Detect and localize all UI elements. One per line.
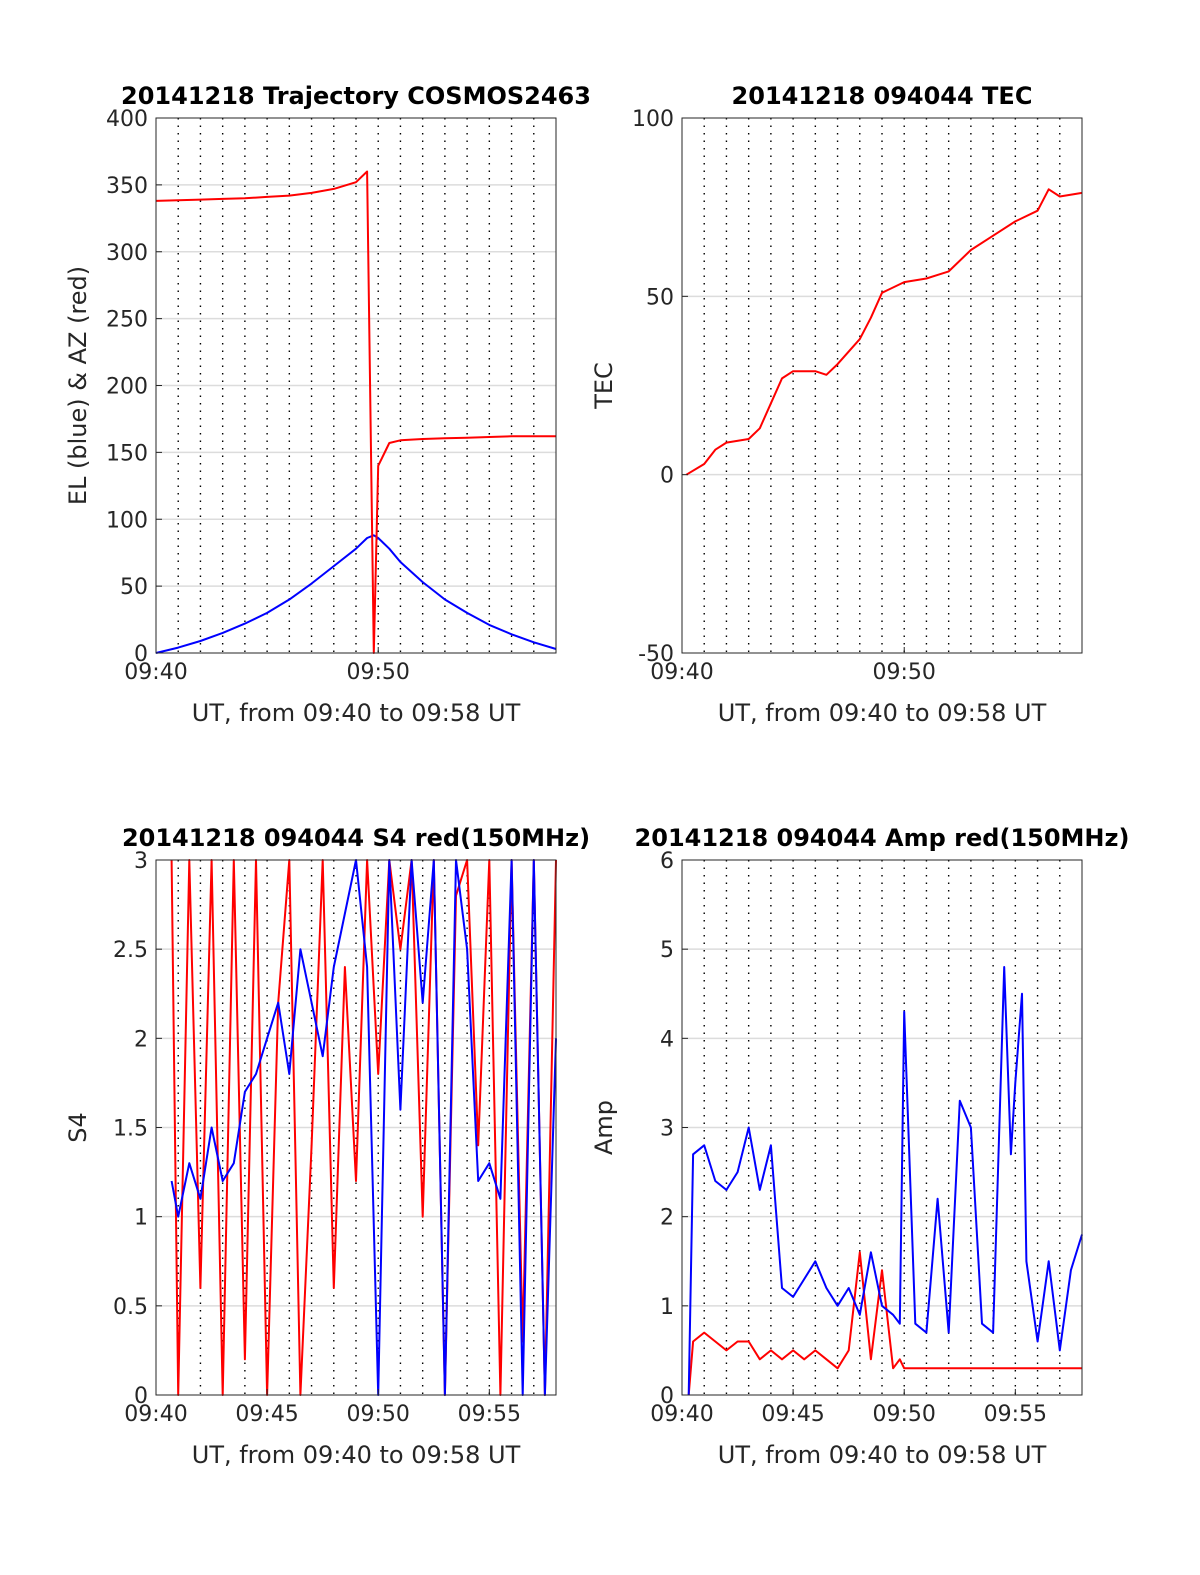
x-axis-label: UT, from 09:40 to 09:58 UT (718, 699, 1047, 727)
y-tick-label: 0 (134, 642, 148, 667)
y-tick-label: -50 (638, 642, 674, 667)
panel-title: 20141218 094044 TEC (732, 82, 1033, 110)
panel-title: 20141218 Trajectory COSMOS2463 (121, 82, 591, 110)
s4-panel: 20141218 094044 S4 red(150MHz) 09:40 09:4… (64, 824, 590, 1469)
y-axis-label: EL (blue) & AZ (red) (64, 266, 92, 505)
y-tick-label: 250 (106, 308, 148, 333)
series-line (155, 170, 556, 654)
plot-frame (681, 117, 1083, 654)
y-tick-label: 350 (106, 174, 148, 199)
x-tick-label: 09:50 (347, 1402, 410, 1427)
y-axis-label: Amp (590, 1100, 618, 1155)
y-tick-label: 1.5 (113, 1117, 148, 1142)
trajectory-panel: 20141218 Trajectory COSMOS2463 09:40 09:5… (64, 82, 591, 727)
y-tick-label: 0 (134, 1384, 148, 1409)
x-tick-label: 09:40 (650, 1402, 713, 1427)
y-tick-label: 6 (660, 849, 674, 874)
y-tick-label: 200 (106, 375, 148, 400)
series-line (170, 859, 557, 1396)
x-tick-label: 09:45 (761, 1402, 824, 1427)
series-line (687, 966, 1083, 1396)
x-tick-label: 09:40 (650, 660, 713, 685)
x-tick-label: 09:55 (458, 1402, 521, 1427)
y-tick-label: 50 (120, 575, 148, 600)
x-tick-label: 09:40 (124, 660, 187, 685)
y-tick-label: 2 (134, 1027, 148, 1052)
x-tick-label: 09:50 (347, 660, 410, 685)
series-line (155, 534, 557, 654)
y-tick-label: 100 (106, 508, 148, 533)
series-line (170, 859, 557, 1396)
x-tick-label: 09:40 (124, 1402, 187, 1427)
y-tick-label: 0 (660, 464, 674, 489)
y-axis-label: TEC (590, 362, 618, 410)
y-tick-label: 300 (106, 241, 148, 266)
y-tick-label: 1 (660, 1295, 674, 1320)
y-tick-label: 5 (660, 938, 674, 963)
series-line (687, 1251, 1082, 1396)
x-axis-label: UT, from 09:40 to 09:58 UT (192, 699, 521, 727)
amp-panel: 20141218 094044 Amp red(150MHz) 09:40 09:… (590, 824, 1129, 1469)
y-tick-label: 2 (660, 1206, 674, 1231)
y-tick-label: 2.5 (113, 938, 148, 963)
x-axis-label: UT, from 09:40 to 09:58 UT (192, 1441, 521, 1469)
series-line (685, 188, 1083, 476)
y-tick-label: 4 (660, 1027, 674, 1052)
y-tick-label: 3 (660, 1117, 674, 1142)
y-tick-label: 0.5 (113, 1295, 148, 1320)
y-axis-label: S4 (64, 1112, 92, 1143)
y-tick-label: 150 (106, 441, 148, 466)
x-tick-label: 09:45 (235, 1402, 298, 1427)
y-tick-label: 0 (660, 1384, 674, 1409)
y-tick-label: 1 (134, 1206, 148, 1231)
panel-title: 20141218 094044 Amp red(150MHz) (635, 824, 1130, 852)
x-tick-label: 09:50 (873, 1402, 936, 1427)
x-tick-label: 09:50 (873, 660, 936, 685)
y-tick-label: 100 (632, 107, 674, 132)
panel-title: 20141218 094044 S4 red(150MHz) (122, 824, 590, 852)
x-axis-label: UT, from 09:40 to 09:58 UT (718, 1441, 1047, 1469)
tec-panel: 20141218 094044 TEC 09:40 09:50-50050100 … (590, 82, 1083, 727)
y-tick-label: 400 (106, 107, 148, 132)
x-tick-label: 09:55 (984, 1402, 1047, 1427)
y-tick-label: 50 (646, 285, 674, 310)
y-tick-label: 3 (134, 849, 148, 874)
